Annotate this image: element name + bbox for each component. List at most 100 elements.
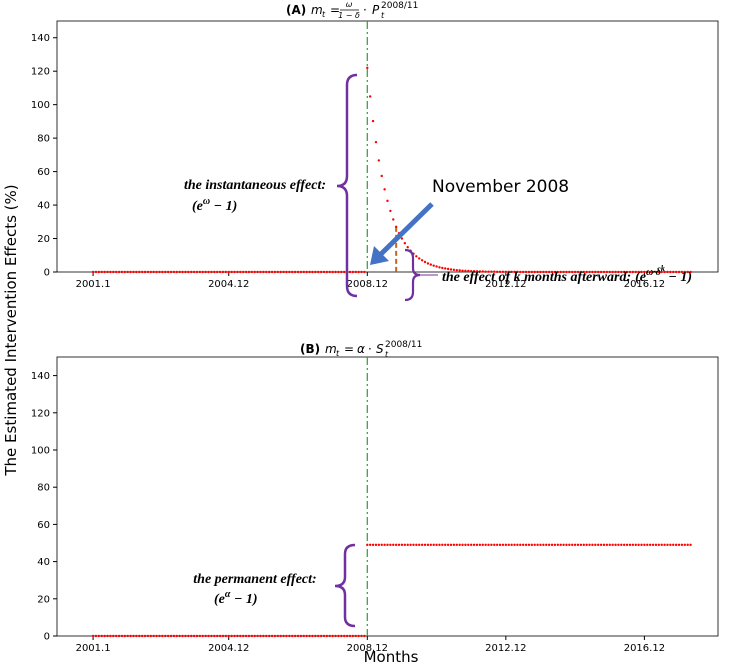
data-point xyxy=(126,270,129,274)
data-point xyxy=(317,270,320,274)
data-point xyxy=(446,543,450,547)
data-point xyxy=(628,543,632,547)
data-point xyxy=(467,543,470,547)
data-point xyxy=(331,270,334,274)
data-point xyxy=(513,270,516,274)
data-point xyxy=(175,270,178,274)
data-point xyxy=(441,543,444,547)
data-point xyxy=(441,266,444,270)
data-point xyxy=(198,634,202,638)
data-point xyxy=(204,270,207,274)
data-point xyxy=(683,270,687,274)
data-point xyxy=(247,634,251,638)
data-point xyxy=(132,270,135,274)
y-tick-label: 100 xyxy=(31,446,50,457)
data-point xyxy=(672,270,675,274)
data-point xyxy=(302,270,305,274)
data-point xyxy=(166,634,170,638)
data-point xyxy=(120,270,124,274)
data-point xyxy=(97,634,101,638)
data-point xyxy=(556,543,560,547)
data-point xyxy=(140,634,144,638)
data-point xyxy=(178,634,181,638)
data-point xyxy=(337,270,340,274)
data-point xyxy=(270,634,274,638)
data-point xyxy=(406,543,409,547)
data-point xyxy=(244,270,248,274)
data-point xyxy=(291,270,294,274)
data-point xyxy=(218,270,222,274)
data-point xyxy=(446,267,450,271)
data-point xyxy=(545,270,548,274)
data-point xyxy=(241,634,245,638)
data-point xyxy=(530,270,534,274)
data-point xyxy=(302,634,305,638)
data-point xyxy=(103,270,106,274)
data-point xyxy=(435,543,438,547)
title-part: 1 − δ xyxy=(338,11,360,20)
data-point xyxy=(550,270,554,274)
data-point xyxy=(221,634,225,638)
data-point xyxy=(576,543,580,547)
data-point xyxy=(542,270,545,274)
data-point xyxy=(155,634,158,638)
data-point xyxy=(403,242,407,245)
data-point xyxy=(259,270,262,274)
x-tick-label: 2004.12 xyxy=(208,643,249,654)
data-point xyxy=(164,270,167,274)
x-tick-label: 2004.12 xyxy=(208,279,249,290)
data-point xyxy=(351,634,355,638)
data-point xyxy=(109,270,112,274)
formula-part: ω·δ xyxy=(646,267,661,278)
data-point xyxy=(161,270,164,274)
data-point xyxy=(103,634,106,638)
data-point xyxy=(354,634,357,638)
data-point xyxy=(689,543,692,547)
data-point xyxy=(138,270,141,274)
data-point xyxy=(227,270,230,274)
data-point xyxy=(677,543,681,547)
title-part: = xyxy=(330,3,340,17)
data-point xyxy=(394,225,398,229)
data-point xyxy=(328,270,331,274)
data-point xyxy=(392,218,395,221)
data-point xyxy=(178,270,181,274)
x-tick-label: 2008.12 xyxy=(347,279,388,290)
data-point xyxy=(617,543,620,547)
title-part: m xyxy=(325,342,337,356)
data-point xyxy=(106,270,109,274)
axes-frame xyxy=(56,356,719,637)
data-point xyxy=(550,543,554,547)
data-point xyxy=(221,270,225,274)
data-point xyxy=(415,543,418,547)
data-point xyxy=(158,270,161,274)
data-point xyxy=(305,270,308,274)
data-point xyxy=(415,255,418,258)
data-point xyxy=(472,543,476,547)
data-point xyxy=(236,634,239,638)
data-point xyxy=(495,270,499,274)
data-point xyxy=(389,543,392,547)
data-point xyxy=(158,634,161,638)
data-point xyxy=(181,634,184,638)
data-point xyxy=(285,634,288,638)
y-tick-label: 120 xyxy=(31,408,50,419)
data-point xyxy=(184,634,187,638)
data-point xyxy=(611,543,614,547)
data-point xyxy=(236,270,239,274)
data-point xyxy=(475,543,479,547)
data-point xyxy=(262,634,265,638)
data-point xyxy=(625,543,629,547)
data-point xyxy=(524,270,528,274)
arrow-shaft xyxy=(379,202,434,256)
data-point xyxy=(458,269,461,272)
data-point xyxy=(432,543,435,547)
data-point xyxy=(527,543,531,547)
data-point xyxy=(582,270,585,274)
data-point xyxy=(343,634,346,638)
data-point xyxy=(325,270,329,274)
data-point xyxy=(374,140,378,144)
data-point xyxy=(299,634,303,638)
data-point xyxy=(299,270,303,274)
data-point xyxy=(559,543,562,547)
